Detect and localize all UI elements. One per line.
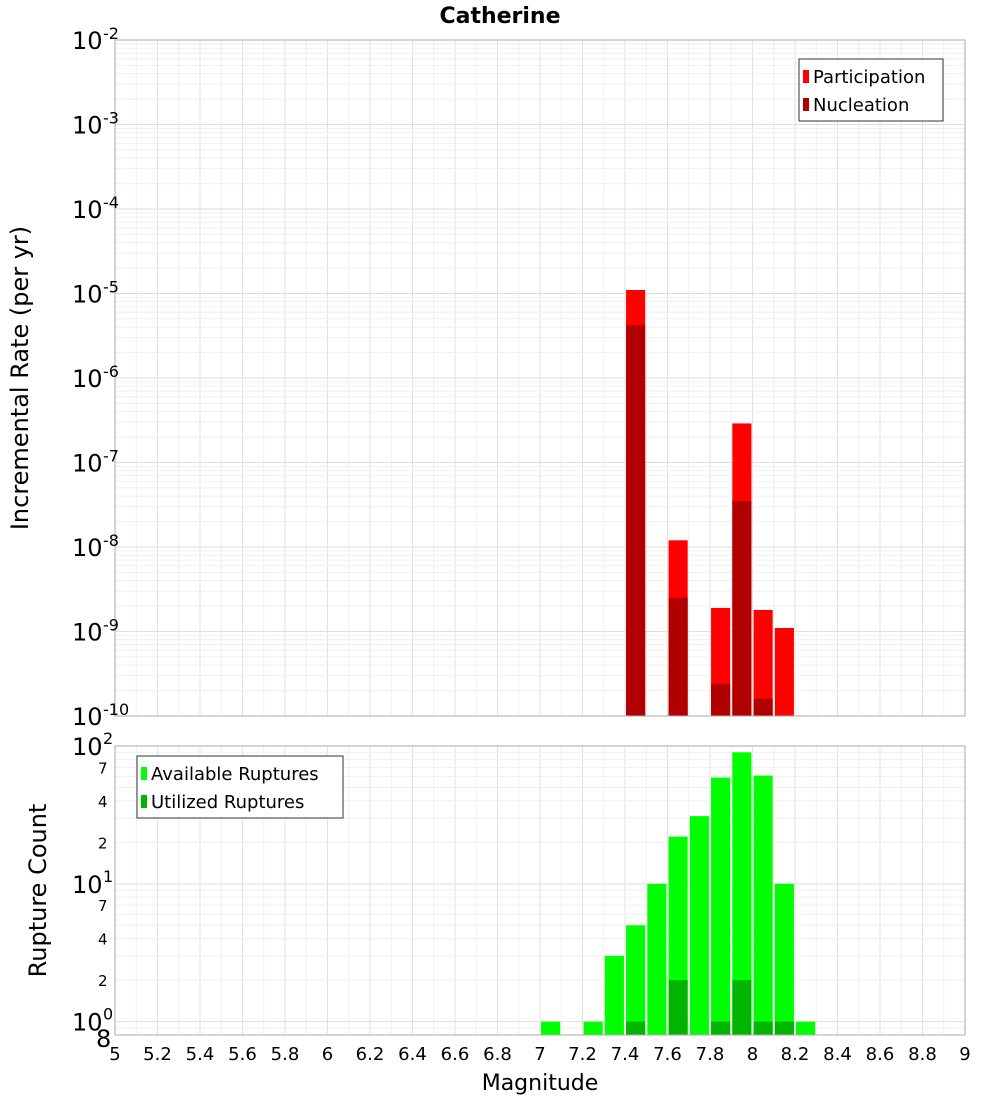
bottom-plot-frame xyxy=(114,745,966,1036)
x-tick-label: 6.4 xyxy=(398,1044,427,1065)
bottom-y-minor-tick-label: 7 xyxy=(98,897,108,915)
top-y-tick-exponent: -5 xyxy=(103,278,119,297)
top-y-tick-label: 10 xyxy=(72,365,103,393)
top-y-tick-label: 10 xyxy=(72,619,103,647)
bottom-bar-available-ruptures xyxy=(689,816,709,1035)
bottom-legend-box xyxy=(136,755,344,819)
x-tick-label: 5.8 xyxy=(271,1044,300,1065)
bottom-legend-label: Available Ruptures xyxy=(151,764,319,785)
bottom-y-minor-tick-label: 2 xyxy=(98,972,108,990)
top-y-tick-label: 10 xyxy=(72,112,103,140)
top-bar-nucleation xyxy=(626,325,646,716)
x-tick-label: 7 xyxy=(534,1044,545,1065)
bottom-bar-available-ruptures xyxy=(626,925,646,1035)
top-y-tick-exponent: -4 xyxy=(103,193,119,212)
top-bar-nucleation xyxy=(711,683,731,716)
x-tick-label: 6 xyxy=(322,1044,333,1065)
top-legend-swatch xyxy=(803,98,809,111)
top-y-tick-label: 10 xyxy=(72,450,103,478)
top-y-tick-label: 10 xyxy=(72,703,103,731)
bottom-bar-utilized-ruptures xyxy=(732,980,752,1035)
top-bar-nucleation xyxy=(753,698,773,716)
bottom-bar-available-ruptures xyxy=(711,777,731,1035)
top-bar-nucleation xyxy=(732,501,752,716)
x-tick-label: 6.2 xyxy=(356,1044,385,1065)
top-y-tick-exponent: -2 xyxy=(103,24,119,43)
x-tick-label: 8.2 xyxy=(781,1044,810,1065)
bottom-bar-available-ruptures xyxy=(796,1021,816,1035)
x-tick-label: 7.8 xyxy=(696,1044,725,1065)
x-tick-label: 5.4 xyxy=(186,1044,215,1065)
bottom-bar-available-ruptures xyxy=(753,775,773,1035)
x-tick-label: 5 xyxy=(109,1044,120,1065)
bottom-bar-available-ruptures xyxy=(604,955,624,1035)
x-tick-label: 8 xyxy=(747,1044,758,1065)
top-y-tick-exponent: -7 xyxy=(103,447,119,466)
bottom-legend-swatch xyxy=(141,795,147,808)
bottom-bar-utilized-ruptures xyxy=(753,1021,773,1035)
bottom-y-tick-label: 10 xyxy=(72,1009,103,1037)
x-tick-label: 5.2 xyxy=(143,1044,172,1065)
bottom-bar-utilized-ruptures xyxy=(774,1021,794,1035)
bottom-y-tick-label: 10 xyxy=(72,733,103,761)
bottom-bar-available-ruptures xyxy=(732,752,752,1035)
top-y-tick-exponent: -10 xyxy=(103,700,129,719)
top-y-tick-exponent: -9 xyxy=(103,616,119,635)
top-y-tick-exponent: -8 xyxy=(103,531,119,550)
bottom-y-minor-tick-label: 4 xyxy=(98,793,108,811)
top-y-tick-exponent: -6 xyxy=(103,362,119,381)
top-legend-box xyxy=(798,58,944,122)
bottom-y-minor-tick-label: 4 xyxy=(98,931,108,949)
x-axis-label: Magnitude xyxy=(482,1071,599,1096)
bottom-y-tick-exponent: 0 xyxy=(103,1005,113,1024)
bottom-bar-utilized-ruptures xyxy=(668,980,688,1035)
x-tick-label: 9 xyxy=(959,1044,970,1065)
bottom-y-minor-tick-label: 8 xyxy=(96,1025,111,1053)
bottom-y-minor-tick-label: 7 xyxy=(98,759,108,777)
x-tick-label: 8.4 xyxy=(823,1044,852,1065)
bottom-y-tick-exponent: 2 xyxy=(103,729,113,748)
bottom-y-minor-tick-label: 2 xyxy=(98,834,108,852)
top-plot-frame xyxy=(114,39,966,717)
x-tick-label: 7.4 xyxy=(611,1044,640,1065)
x-tick-label: 7.2 xyxy=(568,1044,597,1065)
bottom-bar-utilized-ruptures xyxy=(626,1021,646,1035)
x-tick-label: 8.6 xyxy=(866,1044,895,1065)
x-tick-label: 7.6 xyxy=(653,1044,682,1065)
x-tick-label: 6.8 xyxy=(483,1044,512,1065)
bottom-y-axis-label: Rupture Count xyxy=(24,804,52,978)
bottom-legend-label: Utilized Ruptures xyxy=(151,792,304,813)
x-tick-label: 6.6 xyxy=(441,1044,470,1065)
bottom-y-tick-exponent: 1 xyxy=(103,867,113,886)
top-y-tick-exponent: -3 xyxy=(103,109,119,128)
top-legend-swatch xyxy=(803,70,809,83)
x-tick-label: 8.8 xyxy=(908,1044,937,1065)
top-legend-label: Nucleation xyxy=(813,95,909,116)
top-bar-participation xyxy=(753,609,773,716)
bottom-legend-swatch xyxy=(141,767,147,780)
top-bar-participation xyxy=(774,628,794,716)
bottom-y-tick-label: 10 xyxy=(72,871,103,899)
top-y-tick-label: 10 xyxy=(72,281,103,309)
bottom-bar-available-ruptures xyxy=(774,883,794,1035)
x-tick-label: 5.6 xyxy=(228,1044,257,1065)
top-y-tick-label: 10 xyxy=(72,27,103,55)
bottom-bar-available-ruptures xyxy=(583,1021,603,1035)
top-y-tick-label: 10 xyxy=(72,196,103,224)
chart-title: Catherine xyxy=(439,4,560,29)
bottom-bar-available-ruptures xyxy=(541,1021,561,1035)
top-y-axis-label: Incremental Rate (per yr) xyxy=(6,226,34,530)
top-bar-nucleation xyxy=(668,597,688,716)
top-y-tick-label: 10 xyxy=(72,534,103,562)
top-legend-label: Participation xyxy=(813,67,925,88)
bottom-bar-available-ruptures xyxy=(647,883,667,1035)
bottom-bar-utilized-ruptures xyxy=(711,1021,731,1035)
